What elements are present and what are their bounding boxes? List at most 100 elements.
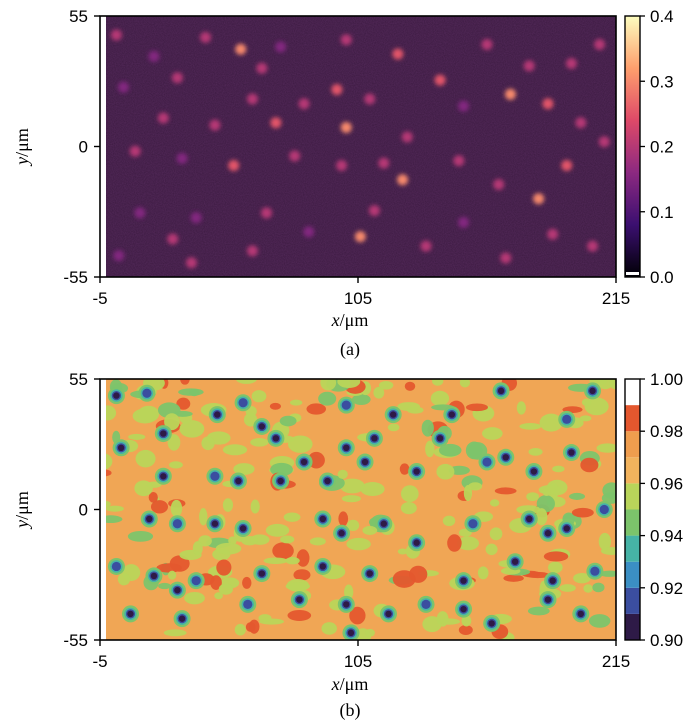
texture-patch-251 [436,463,455,480]
left-edge-strip [100,379,106,640]
spot-core [258,570,266,577]
intensity-spot-36 [493,178,505,190]
spot-core [296,596,303,603]
spot-core [178,615,186,622]
spot-core [389,411,397,418]
spot-core [347,629,355,637]
contour-spot-64 [572,605,590,623]
texture-patch-81 [235,379,257,384]
intensity-spot-32 [336,159,348,171]
spot-core [577,610,585,618]
y-tick-label: 0 [79,138,88,157]
texture-patch-40 [199,507,208,526]
spot-core [160,430,167,437]
texture-patch-258 [400,501,417,515]
texture-patch-221 [542,487,551,497]
colorbar-level-4 [625,509,640,536]
contour-spot-63 [539,591,557,609]
texture-patch-188 [465,403,488,412]
intensity-spot-12 [565,57,577,69]
intensity-spot-47 [368,205,380,217]
spot-core [502,454,509,461]
colorbar-level-1 [625,587,640,614]
contour-spot-61 [455,600,473,618]
texture-patch-2 [242,576,252,589]
intensity-spot-45 [303,226,315,238]
texture-patch-65 [341,495,361,503]
texture-patch-147 [228,536,237,545]
contour-spot-22 [356,453,374,471]
intensity-spot-35 [453,155,465,167]
intensity-spot-15 [157,112,169,124]
spot-core [239,525,247,532]
x-tick-label: 215 [602,289,630,308]
texture-patch-82 [105,505,124,512]
contour-spot-30 [168,515,186,533]
texture-patch-157 [404,381,416,391]
y-axis-variable: y [12,520,32,530]
spot-core [563,525,570,532]
spot-core [192,577,200,584]
spot-core [113,392,120,399]
intensity-spot-27 [575,117,587,129]
intensity-spot-25 [504,88,516,100]
spot-core [366,570,373,577]
intensity-spot-0 [110,29,122,41]
texture-patch-17 [296,549,310,567]
spot-core [511,558,519,565]
texture-patch-90 [216,559,232,576]
texture-patch-130 [503,574,524,582]
intensity-spot-22 [364,93,376,105]
contour-spot-3 [208,406,226,424]
intensity-spot-9 [434,74,446,86]
spot-core [146,515,153,523]
contour-spot-42 [107,557,125,575]
contour-spot-23 [365,429,383,447]
texture-patch-191 [516,505,541,515]
contour-spot-37 [464,515,482,533]
intensity-spot-53 [113,250,125,262]
colorbar-fill [625,16,640,277]
spot-core [371,435,378,442]
x-tick-label: 215 [602,652,630,671]
texture-patch-206 [461,614,472,627]
intensity-spot-7 [340,34,352,46]
contour-spot-59 [379,605,397,623]
intensity-spot-21 [340,122,352,134]
texture-patch-195 [364,628,375,637]
texture-patch-179 [134,480,153,497]
spot-core [413,468,420,475]
x-tick-label: 105 [344,652,372,671]
contour-spot-44 [168,581,186,599]
intensity-spot-38 [561,159,573,171]
y-axis-label: y/μm [12,491,32,530]
x-axis-unit: /μm [340,310,369,330]
texture-patch-146 [442,515,456,527]
x-tick-label: 105 [344,289,372,308]
texture-patch-167 [421,419,434,437]
intensity-spot-48 [420,240,432,252]
panel-label: (a) [340,339,360,360]
intensity-spot-40 [134,207,146,219]
spot-core [214,411,221,418]
spot-core [235,477,242,485]
contour-spot-38 [520,510,538,528]
texture-patch-249 [279,415,297,427]
contour-spot-7 [337,396,355,414]
texture-patch-231 [519,422,542,430]
colorbar-level-0 [625,613,640,640]
intensity-spot-30 [228,159,240,171]
contour-spot-45 [187,572,205,590]
texture-patch-111 [346,537,371,551]
texture-patch-132 [438,618,461,625]
contour-spot-29 [140,510,158,528]
texture-patch-22 [214,592,223,600]
texture-patch-55 [458,624,473,636]
intensity-spot-29 [176,152,188,164]
x-tick-label: -5 [92,289,107,308]
contour-spot-56 [290,591,308,609]
spot-core [324,477,331,485]
intensity-spot-14 [117,81,129,93]
texture-patch-233 [170,499,183,518]
texture-patch-64 [397,548,408,555]
